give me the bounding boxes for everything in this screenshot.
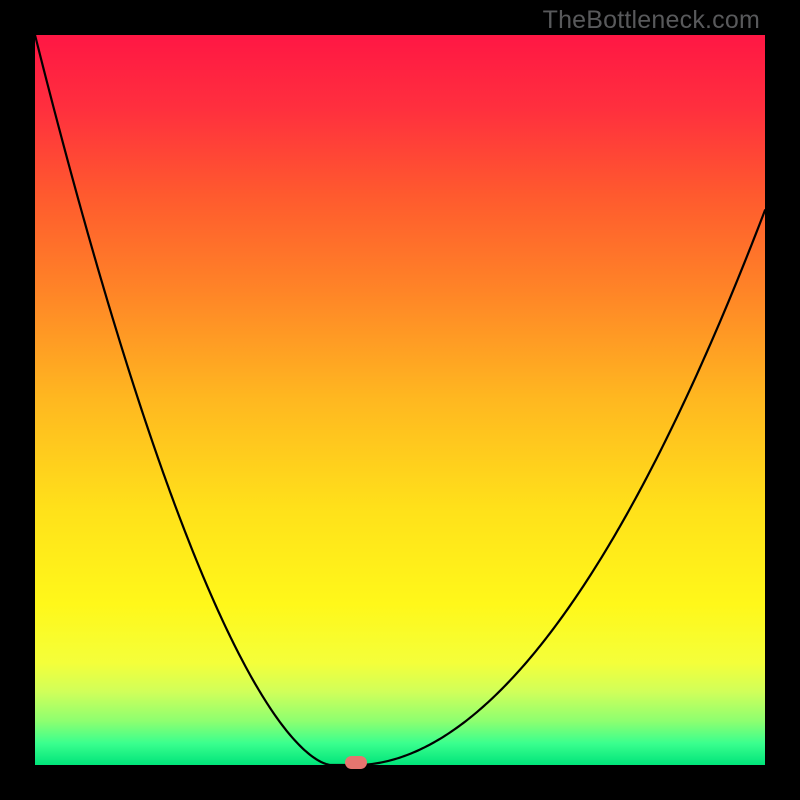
chart-frame: TheBottleneck.com [0,0,800,800]
watermark-text: TheBottleneck.com [543,6,760,35]
curve-path [35,35,765,765]
bottleneck-curve [0,0,800,800]
optimal-marker [345,756,367,769]
